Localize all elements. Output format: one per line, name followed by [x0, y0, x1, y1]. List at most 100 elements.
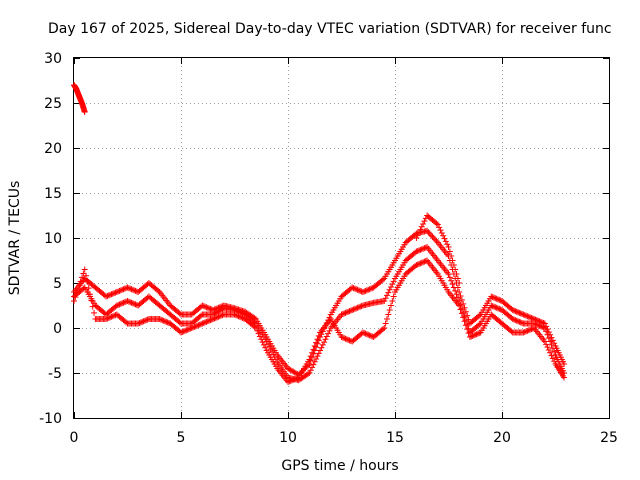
data-point: [414, 247, 421, 254]
data-point: [536, 322, 543, 329]
data-point: [91, 309, 98, 316]
data-point: [358, 303, 365, 310]
data-point: [515, 318, 522, 325]
data-point: [129, 286, 136, 293]
data-point: [315, 332, 322, 339]
data-point: [160, 317, 167, 324]
data-point: [385, 289, 392, 296]
data-point: [290, 376, 297, 383]
data-point: [125, 298, 132, 305]
y-tick-label: -10: [39, 411, 62, 427]
data-point: [266, 343, 273, 350]
data-point: [520, 329, 527, 336]
data-point: [109, 313, 116, 320]
data-point: [105, 292, 112, 299]
data-point: [515, 309, 522, 316]
data-point: [527, 326, 534, 333]
data-point: [210, 316, 217, 322]
data-point: [194, 322, 201, 329]
data-point: [207, 305, 214, 312]
data-point: [325, 330, 332, 337]
data-point: [202, 319, 209, 326]
data-point: [462, 308, 469, 315]
data-point: [286, 378, 293, 385]
data-point: [545, 335, 552, 342]
data-point: [362, 330, 369, 337]
data-point: [232, 312, 239, 319]
x-tick-label: 10: [279, 430, 297, 446]
data-point: [133, 301, 140, 308]
data-point: [382, 320, 389, 327]
data-point: [306, 356, 313, 363]
data-point: [321, 339, 328, 346]
data-point: [111, 290, 118, 297]
data-point: [75, 286, 82, 293]
data-point: [188, 325, 195, 331]
data-point: [262, 344, 269, 351]
data-point: [413, 235, 420, 241]
data-point: [412, 231, 419, 238]
data-point: [446, 274, 453, 281]
data-point: [124, 298, 131, 304]
data-point: [420, 220, 427, 227]
data-point: [109, 290, 116, 297]
data-point: [418, 246, 425, 253]
data-point: [87, 291, 94, 298]
plot-frame: [73, 57, 610, 419]
data-point: [446, 248, 453, 255]
data-point: [131, 300, 138, 307]
data-point: [361, 288, 368, 295]
y-tick-label: 5: [53, 276, 62, 292]
data-point: [140, 318, 147, 325]
data-point: [450, 262, 457, 268]
data-point: [137, 319, 144, 326]
x-tick-label: 25: [600, 430, 618, 446]
data-point: [176, 319, 183, 326]
data-point: [416, 260, 423, 267]
data-point: [121, 299, 128, 306]
data-point: [349, 307, 356, 313]
data-point: [433, 238, 440, 245]
data-point: [386, 286, 393, 293]
data-point: [190, 324, 197, 331]
data-point: [339, 334, 346, 341]
data-point: [355, 287, 362, 294]
data-point: [429, 233, 436, 240]
data-point: [216, 313, 223, 320]
data-point: [430, 235, 437, 242]
data-point: [342, 309, 349, 316]
data-point: [88, 297, 95, 304]
data-point: [123, 319, 130, 326]
data-point: [494, 296, 501, 303]
data-point: [264, 341, 271, 348]
series-0: [71, 82, 88, 115]
data-point: [465, 330, 472, 337]
data-point: [157, 316, 164, 323]
data-point: [347, 337, 354, 344]
data-point: [461, 304, 468, 311]
data-point: [238, 314, 245, 321]
data-point: [234, 312, 241, 319]
data-point: [178, 329, 184, 336]
data-point: [545, 346, 552, 353]
data-point: [521, 328, 528, 335]
data-point: [353, 286, 360, 293]
data-point: [551, 358, 558, 365]
data-point: [465, 316, 472, 323]
data-point: [129, 300, 136, 307]
data-point: [115, 288, 122, 295]
y-tick-label: 20: [44, 141, 62, 157]
data-point: [496, 296, 503, 303]
data-point: [379, 276, 386, 283]
data-point: [535, 322, 542, 329]
data-point: [211, 315, 218, 322]
data-point: [468, 333, 475, 340]
data-point: [541, 325, 548, 331]
data-point: [139, 318, 146, 325]
x-tick-label: 0: [70, 430, 79, 446]
data-point: [524, 313, 531, 320]
data-point: [363, 331, 370, 338]
data-point: [418, 223, 425, 230]
data-point: [124, 284, 131, 291]
data-point: [520, 311, 527, 318]
